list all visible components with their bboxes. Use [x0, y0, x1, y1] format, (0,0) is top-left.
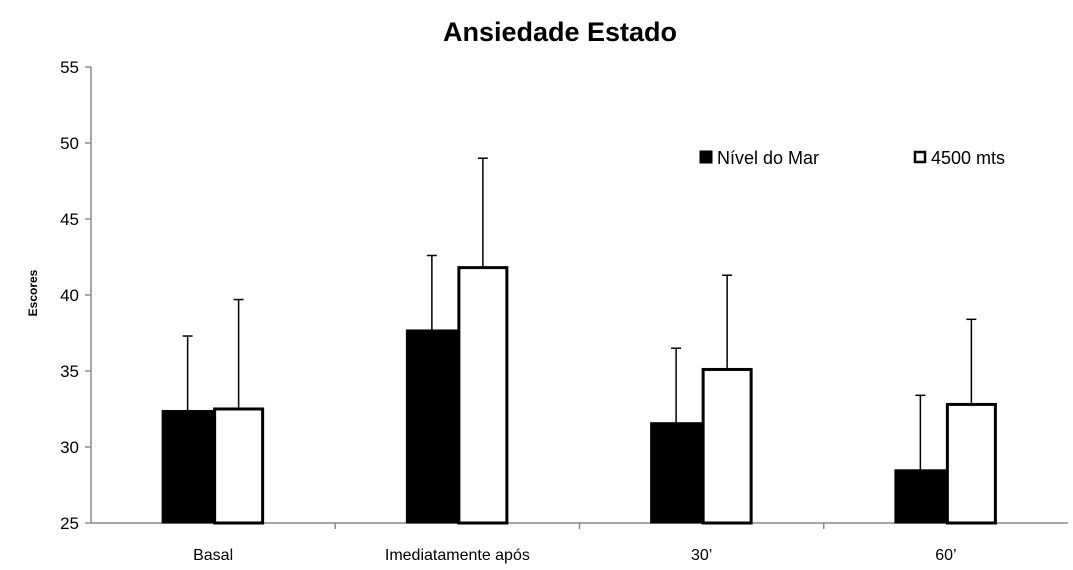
x-tick-label: Basal: [193, 547, 233, 564]
bar: [161, 410, 214, 524]
error-bars: [182, 157, 977, 470]
legend-label: 4500 mts: [931, 148, 1005, 168]
y-tick-label: 30: [60, 438, 79, 457]
x-tick-label: 60’: [935, 547, 956, 564]
bar: [213, 407, 265, 525]
legend-label: Nível do Mar: [717, 148, 819, 168]
tick-labels: 25 30 35 40 45 50 55 Basal Imediatamente após 30’…: [60, 58, 956, 564]
x-tick-label: 30’: [691, 547, 712, 564]
y-tick-label: 35: [60, 362, 79, 381]
bar: [457, 266, 509, 525]
y-tick-label: 50: [60, 134, 79, 153]
bar: [405, 329, 458, 524]
y-axis-label: Escores: [26, 269, 40, 316]
bars: [161, 266, 997, 525]
bar: [701, 367, 753, 525]
bar: [650, 422, 703, 524]
y-tick-label: 25: [60, 514, 79, 533]
y-tick-label: 55: [60, 58, 79, 77]
y-tick-label: 45: [60, 210, 79, 229]
bar: [945, 402, 997, 525]
legend: Nível do Mar 4500 mts: [699, 148, 1005, 168]
x-tick-label: Imediatamente após: [385, 547, 530, 564]
chart-title: Ansiedade Estado: [443, 17, 677, 47]
bar: [894, 469, 947, 524]
legend-swatch: [699, 150, 713, 164]
legend-swatch: [913, 150, 927, 164]
y-tick-label: 40: [60, 286, 79, 305]
